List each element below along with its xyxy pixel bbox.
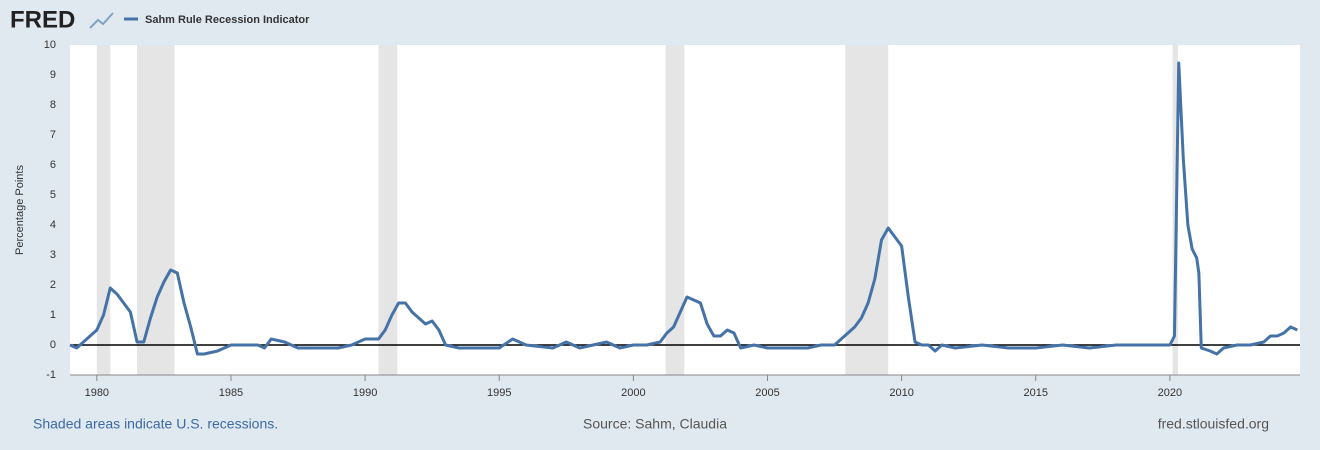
y-tick-label: 10 <box>44 39 56 51</box>
x-tick-label: 2000 <box>621 387 645 399</box>
y-tick-label: 0 <box>50 339 56 351</box>
brand: FRED <box>10 6 75 33</box>
footer-note: Shaded areas indicate U.S. recessions. <box>33 416 278 432</box>
recession-band <box>378 45 398 375</box>
y-tick-label: -1 <box>46 369 56 381</box>
y-tick-label: 3 <box>50 249 56 261</box>
recession-band <box>96 45 111 375</box>
x-tick-label: 2015 <box>1024 387 1048 399</box>
y-tick-label: 4 <box>50 219 56 231</box>
y-tick-label: 2 <box>50 279 56 291</box>
plot-area <box>70 45 1300 375</box>
x-tick-label: 1995 <box>487 387 511 399</box>
recession-band <box>665 45 685 375</box>
y-tick-label: 6 <box>50 159 56 171</box>
series-line <box>69 61 1298 356</box>
x-tick-label: 2005 <box>755 387 779 399</box>
x-tick-label: 2020 <box>1158 387 1182 399</box>
x-tick-label: 1990 <box>353 387 377 399</box>
brand-icon <box>89 12 114 29</box>
footer-source: Source: Sahm, Claudia <box>583 416 727 432</box>
x-tick-label: 2010 <box>889 387 913 399</box>
x-tick-label: 1980 <box>85 387 109 399</box>
footer-url: fred.stlouisfed.org <box>1158 416 1269 432</box>
y-tick-label: 1 <box>50 309 56 321</box>
y-tick-label: 9 <box>50 69 56 81</box>
recession-band <box>845 45 889 375</box>
recession-band <box>137 45 175 375</box>
y-tick-label: 7 <box>50 129 56 141</box>
y-axis-label: Percentage Points <box>14 165 26 255</box>
legend-label: Sahm Rule Recession Indicator <box>145 14 310 26</box>
x-tick-label: 1985 <box>219 387 243 399</box>
y-tick-label: 8 <box>50 99 56 111</box>
y-tick-label: 5 <box>50 189 56 201</box>
